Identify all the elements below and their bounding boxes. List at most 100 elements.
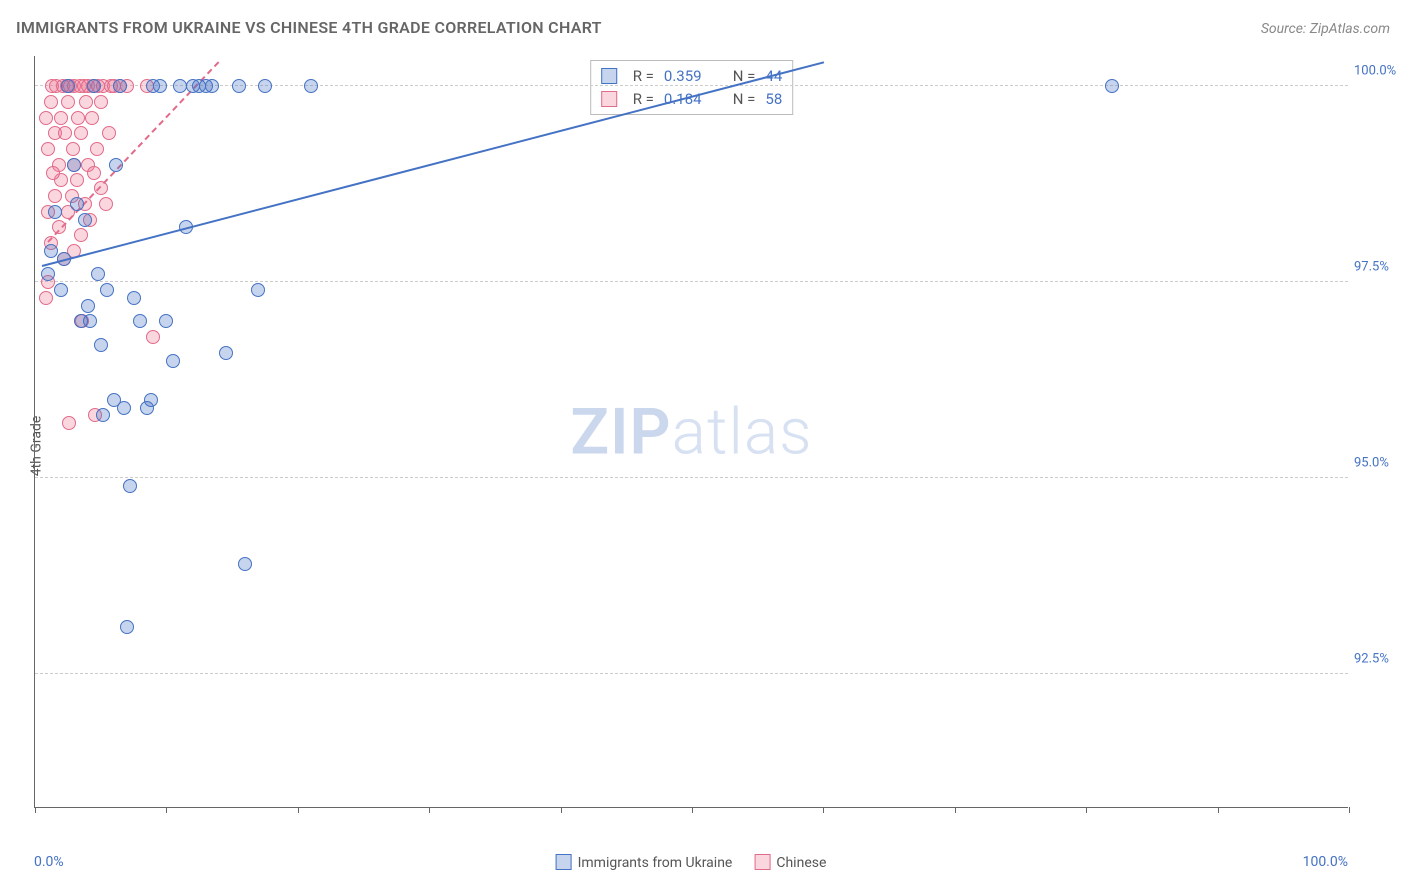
legend-label-ukraine: Immigrants from Ukraine xyxy=(578,855,733,871)
data-point-ukraine xyxy=(304,79,318,93)
data-point-chinese xyxy=(39,291,53,305)
chart-title: IMMIGRANTS FROM UKRAINE VS CHINESE 4TH G… xyxy=(16,18,602,37)
data-point-chinese xyxy=(62,416,76,430)
data-point-ukraine xyxy=(179,220,193,234)
data-point-chinese xyxy=(58,126,72,140)
data-point-chinese xyxy=(85,111,99,125)
y-tick-label: 92.5% xyxy=(1354,651,1404,666)
data-point-ukraine xyxy=(87,79,101,93)
data-point-ukraine xyxy=(1105,79,1119,93)
data-point-ukraine xyxy=(78,213,92,227)
data-point-ukraine xyxy=(120,620,134,634)
stats-row: R = 0.184 N = 58 xyxy=(601,88,783,111)
y-tick-label: 100.0% xyxy=(1354,64,1404,79)
data-point-ukraine xyxy=(83,314,97,328)
swatch-pink xyxy=(754,854,770,870)
data-point-ukraine xyxy=(54,283,68,297)
data-point-chinese xyxy=(90,142,104,156)
data-point-ukraine xyxy=(205,79,219,93)
watermark-bold: ZIP xyxy=(570,394,671,469)
data-point-chinese xyxy=(74,228,88,242)
data-point-ukraine xyxy=(67,158,81,172)
data-point-ukraine xyxy=(173,79,187,93)
x-axis-min-label: 0.0% xyxy=(34,854,64,870)
data-point-ukraine xyxy=(113,79,127,93)
legend-label-chinese: Chinese xyxy=(776,855,826,871)
data-point-chinese xyxy=(44,95,58,109)
gridline-h xyxy=(35,477,1348,478)
swatch-icon xyxy=(601,91,617,107)
swatch-icon xyxy=(601,68,617,84)
data-point-ukraine xyxy=(41,267,55,281)
data-point-chinese xyxy=(94,181,108,195)
plot-area: ZIPatlas R = 0.359 N = 44R = 0.184 N = 5… xyxy=(34,56,1348,808)
data-point-chinese xyxy=(39,111,53,125)
x-tick xyxy=(1349,807,1350,813)
data-point-ukraine xyxy=(109,158,123,172)
x-tick xyxy=(823,807,824,813)
data-point-chinese xyxy=(146,330,160,344)
legend-item-chinese: Chinese xyxy=(754,854,826,871)
source-label: Source: ZipAtlas.com xyxy=(1261,21,1390,37)
data-point-ukraine xyxy=(133,314,147,328)
data-point-chinese xyxy=(52,220,66,234)
data-point-ukraine xyxy=(81,299,95,313)
x-tick xyxy=(166,807,167,813)
x-tick xyxy=(561,807,562,813)
data-point-chinese xyxy=(61,95,75,109)
data-point-ukraine xyxy=(219,346,233,360)
data-point-chinese xyxy=(99,197,113,211)
data-point-ukraine xyxy=(144,393,158,407)
data-point-ukraine xyxy=(91,267,105,281)
data-point-ukraine xyxy=(44,244,58,258)
data-point-ukraine xyxy=(123,479,137,493)
data-point-ukraine xyxy=(251,283,265,297)
swatch-blue xyxy=(556,854,572,870)
data-point-chinese xyxy=(102,126,116,140)
y-tick-label: 97.5% xyxy=(1354,260,1404,275)
x-tick xyxy=(955,807,956,813)
data-point-ukraine xyxy=(100,283,114,297)
watermark: ZIPatlas xyxy=(570,394,812,469)
x-tick xyxy=(35,807,36,813)
data-point-ukraine xyxy=(159,314,173,328)
x-tick xyxy=(1218,807,1219,813)
x-tick xyxy=(298,807,299,813)
data-point-chinese xyxy=(94,95,108,109)
data-point-chinese xyxy=(54,111,68,125)
stats-legend: R = 0.359 N = 44R = 0.184 N = 58 xyxy=(590,60,794,115)
data-point-chinese xyxy=(46,166,60,180)
x-axis-max-label: 100.0% xyxy=(1303,854,1348,870)
data-point-ukraine xyxy=(127,291,141,305)
legend-item-ukraine: Immigrants from Ukraine xyxy=(556,854,733,871)
data-point-chinese xyxy=(71,111,85,125)
data-point-chinese xyxy=(70,173,84,187)
watermark-light: atlas xyxy=(672,394,813,469)
data-point-chinese xyxy=(48,189,62,203)
x-tick xyxy=(429,807,430,813)
data-point-ukraine xyxy=(166,354,180,368)
y-tick-label: 95.0% xyxy=(1354,456,1404,471)
data-point-ukraine xyxy=(238,557,252,571)
data-point-ukraine xyxy=(258,79,272,93)
data-point-ukraine xyxy=(117,401,131,415)
data-point-chinese xyxy=(87,166,101,180)
data-point-chinese xyxy=(79,95,93,109)
x-tick xyxy=(1086,807,1087,813)
data-point-chinese xyxy=(41,142,55,156)
x-tick xyxy=(692,807,693,813)
series-legend: Immigrants from Ukraine Chinese xyxy=(556,854,827,871)
data-point-ukraine xyxy=(61,79,75,93)
data-point-chinese xyxy=(66,142,80,156)
data-point-ukraine xyxy=(57,252,71,266)
gridline-h xyxy=(35,281,1348,282)
data-point-ukraine xyxy=(94,338,108,352)
stats-row: R = 0.359 N = 44 xyxy=(601,65,783,88)
data-point-ukraine xyxy=(96,408,110,422)
data-point-ukraine xyxy=(153,79,167,93)
data-point-ukraine xyxy=(70,197,84,211)
gridline-h xyxy=(35,673,1348,674)
data-point-ukraine xyxy=(48,205,62,219)
data-point-chinese xyxy=(74,126,88,140)
data-point-ukraine xyxy=(232,79,246,93)
